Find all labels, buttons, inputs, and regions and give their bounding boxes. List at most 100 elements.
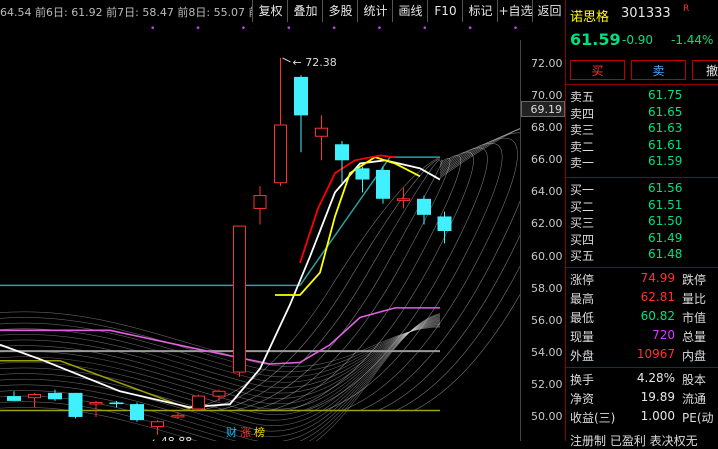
candle-body-down (355, 168, 370, 180)
stat-label: 最高 (570, 292, 595, 306)
fan-line (269, 155, 462, 411)
chart-tag[interactable]: 榜 (254, 426, 265, 439)
bid-label: 买二 (570, 199, 595, 214)
stat-label-2: 市值 (682, 311, 707, 325)
stat-label-2: 量比 (682, 292, 707, 306)
candle-body-up (233, 225, 246, 373)
toolbar-button-1[interactable]: 叠加 (287, 0, 323, 22)
y-tick-label: 58.00 (531, 281, 563, 295)
sell-button[interactable]: 卖 (631, 60, 686, 80)
stock-name: 诺思格 (570, 10, 610, 25)
fan-line (0, 313, 441, 441)
stat-label-2: PE(动 (682, 411, 714, 425)
candle-body-down (109, 402, 124, 405)
cancel-order-button[interactable]: 撤 (692, 60, 718, 80)
fan-line (0, 317, 441, 432)
buy-button[interactable]: 买 (570, 60, 625, 80)
band-line (0, 360, 191, 410)
chart-tag[interactable]: 涨 (240, 426, 251, 439)
candle-body-up (212, 390, 226, 397)
candle-body-up (151, 421, 164, 428)
bid-label: 买三 (570, 216, 595, 230)
bid-row: 买二 61.51 (566, 198, 718, 216)
ask-price: 61.61 (648, 137, 683, 152)
candle-body-down (437, 216, 452, 232)
fan-line (179, 156, 441, 411)
bid-row: 买四 61.49 (566, 231, 718, 249)
fan-line (0, 317, 441, 373)
fan-line (0, 314, 441, 441)
toolbar-button-6[interactable]: 标记 (462, 0, 498, 22)
chart-tag[interactable]: 财 (226, 426, 237, 439)
ask-label: 卖三 (570, 123, 595, 137)
stat-label: 最低 (570, 311, 595, 325)
fan-line (0, 313, 441, 441)
price-axis: 72.00 70.00 68.00 66.00 64.00 62.00 60.00 58.00… (520, 40, 566, 441)
candle-body-up (171, 414, 185, 418)
stat-value: 19.89 (640, 390, 675, 404)
stat-label: 净资 (570, 392, 595, 406)
toolbar-button-4[interactable]: 画线 (392, 0, 428, 22)
fan-line (0, 316, 441, 437)
ma-line-magenta (0, 307, 440, 365)
stat-value: 60.82 (640, 309, 675, 323)
stat-label: 外盘 (570, 349, 595, 363)
ask-label: 卖四 (570, 106, 595, 121)
toolbar-button-2[interactable]: 多股 (322, 0, 358, 22)
fan-line (251, 158, 451, 411)
stat-label: 现量 (570, 330, 595, 344)
toolbar-button-3[interactable]: 统计 (357, 0, 393, 22)
last-price: 61.59 (570, 30, 621, 49)
ask-label: 卖一 (570, 156, 595, 170)
divider (566, 267, 718, 268)
y-tick-label: 62.00 (531, 217, 563, 231)
fan-line (0, 315, 441, 441)
candle-body-down (68, 392, 83, 417)
min-price-label: ←48.88 (152, 435, 193, 441)
candlestick-chart[interactable]: ← 72.38 ←48.88 (0, 40, 520, 441)
bid-row: 买五 61.48 (566, 247, 718, 265)
y-tick-label: 72.00 (531, 57, 563, 71)
max-marker (282, 57, 291, 63)
stat-value: 4.28% (636, 371, 675, 385)
toolbar-button-0[interactable]: 复权 (252, 0, 288, 22)
candle-body-down (294, 76, 308, 116)
candle-body-up (315, 127, 328, 137)
stat-row: 现量 720 总量 (566, 328, 718, 348)
r-mark: R (683, 4, 690, 14)
stat-label-2: 总量 (682, 330, 707, 344)
bid-price: 61.48 (648, 247, 683, 261)
bid-row: 买三 61.50 (566, 214, 718, 232)
bid-price: 61.56 (648, 181, 683, 195)
toolbar-button-5[interactable]: F10 (427, 0, 463, 22)
toolbar-button-8[interactable]: 返回 (532, 0, 566, 22)
price-change: -0.90 (622, 33, 654, 47)
fan-line (0, 323, 441, 389)
stat-value: 10967 (636, 347, 675, 361)
stat-label: 涨停 (570, 273, 595, 287)
stat-value: 1.000 (640, 409, 675, 423)
y-tick-label: 50.00 (531, 409, 563, 423)
stat-label-2: 流通 (682, 392, 707, 406)
stat-row: 最低 60.82 市值 (566, 309, 718, 329)
fan-line (0, 324, 441, 383)
stat-row: 涨停 74.99 跌停 (566, 271, 718, 291)
bid-price: 61.49 (648, 230, 683, 245)
ask-row: 卖一 61.59 (566, 154, 718, 172)
price-change-percent: -1.44% (671, 33, 714, 47)
fan-line (413, 128, 520, 411)
stat-row: 最高 62.81 量比 (566, 290, 718, 310)
fan-line (359, 132, 520, 411)
toolbar-button-7[interactable]: +自选 (497, 0, 533, 22)
previous-days-info: 64.54 前6日: 61.92 前7日: 58.47 前8日: 55.07 前… (0, 4, 252, 22)
stat-row: 外盘 10967 内盘 (566, 347, 718, 367)
candle-body-up (397, 198, 410, 201)
candle-body-down (335, 144, 349, 161)
stat-label: 换手 (570, 373, 595, 387)
ask-price: 61.75 (648, 88, 683, 102)
ma-line-yellow (275, 156, 421, 296)
candle-body-down (130, 404, 144, 421)
fan-line (305, 147, 488, 411)
stock-code: 301333 (621, 6, 671, 21)
y-tick-label: 54.00 (531, 345, 563, 359)
